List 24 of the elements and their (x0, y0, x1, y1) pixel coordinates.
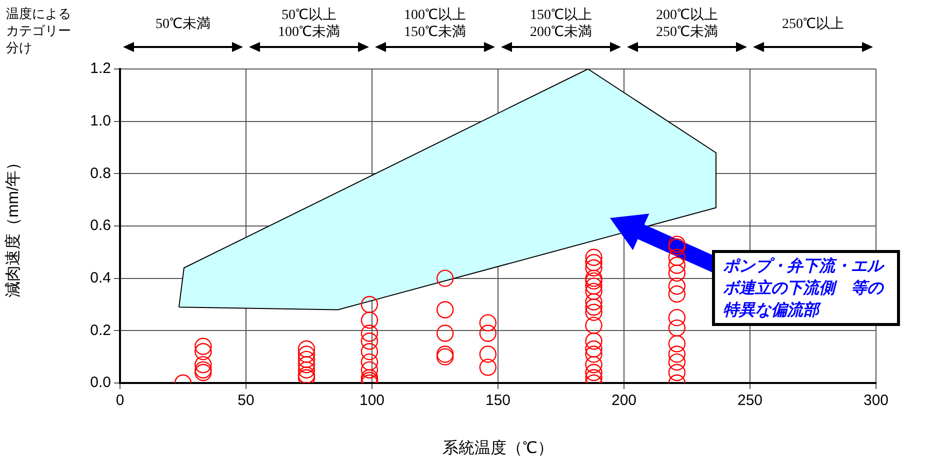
x-tick-label: 100 (359, 392, 385, 410)
text: 50℃未満 (154, 16, 212, 32)
y-tick-label: 1.2 (90, 60, 111, 78)
y-tick-label: 0.2 (90, 322, 111, 339)
text: 温度によるカテゴリー分け (6, 6, 72, 57)
text: 150℃以上200℃未満 (529, 7, 593, 41)
annotation: ポンプ・弁下流・エルボ連立の下流側 等の特異な偏流部 (712, 250, 900, 326)
x-tick-label: 300 (863, 392, 889, 410)
x-tick-label: 0 (116, 392, 124, 410)
y-tick-label: 0.8 (90, 164, 111, 182)
y-axis-title: 減肉速度（mm/年） (4, 154, 22, 298)
x-tick-label: 250 (737, 392, 763, 410)
y-tick-label: 0.4 (90, 269, 111, 286)
text: 200℃以上250℃未満 (655, 7, 719, 41)
y-tick-label: 0.6 (90, 217, 111, 234)
y-tick-label: 0.0 (90, 374, 111, 392)
x-tick-label: 200 (611, 392, 637, 410)
x-tick-label: 150 (485, 392, 511, 410)
y-tick-label: 1.0 (90, 112, 111, 130)
x-tick-label: 50 (238, 392, 254, 410)
text: 50℃以上100℃未満 (277, 7, 341, 41)
x-axis-title: 系統温度（℃） (442, 438, 554, 457)
text: 250℃以上 (781, 16, 845, 32)
text: 100℃以上150℃未満 (403, 7, 467, 41)
